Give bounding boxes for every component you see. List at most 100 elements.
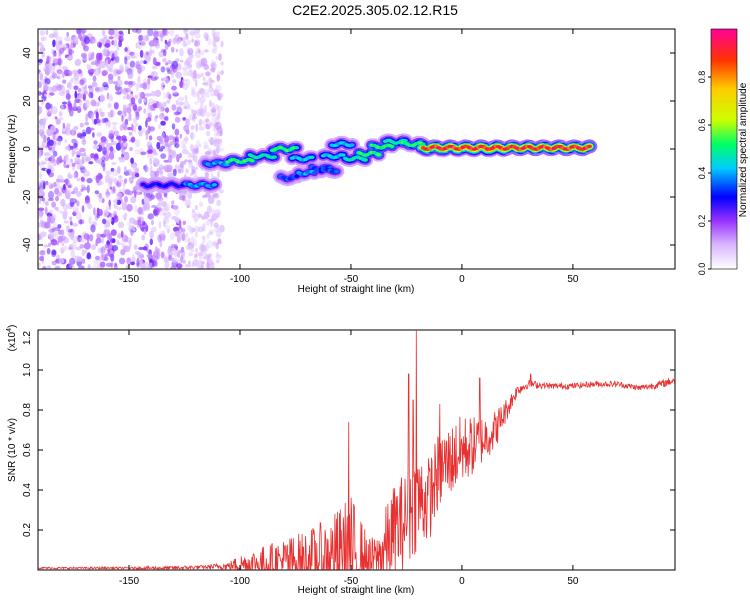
ridge-cell — [362, 158, 368, 162]
noise-speckle — [192, 117, 196, 122]
x-tick-label: 50 — [567, 274, 579, 285]
noise-speckle — [57, 70, 63, 79]
noise-speckle — [118, 139, 122, 148]
noise-speckle — [62, 122, 66, 129]
noise-speckle — [174, 128, 180, 136]
noise-speckle — [182, 228, 186, 233]
noise-speckle — [101, 160, 106, 168]
noise-speckle — [187, 244, 193, 251]
noise-speckle — [67, 100, 71, 107]
noise-speckle — [45, 201, 49, 207]
noise-speckle — [58, 179, 66, 183]
x-tick-label: -50 — [344, 274, 359, 285]
colorbar-tick-label: 0.0 — [697, 263, 707, 276]
noise-speckle — [149, 262, 153, 266]
noise-speckle — [138, 98, 142, 105]
noise-speckle — [145, 224, 149, 232]
noise-speckle — [111, 121, 118, 126]
noise-speckle — [108, 199, 111, 207]
noise-speckle — [71, 242, 77, 250]
top-x-axis: -150 -100 -50 0 50 — [119, 29, 579, 285]
noise-speckle — [38, 124, 43, 129]
noise-speckle — [71, 127, 75, 136]
noise-speckle — [213, 35, 220, 43]
noise-speckle — [162, 29, 167, 36]
noise-speckle — [168, 93, 172, 100]
noise-speckle — [89, 72, 93, 77]
noise-speckle — [118, 40, 122, 48]
noise-speckle — [179, 152, 182, 159]
noise-speckle — [102, 163, 106, 172]
noise-speckle — [217, 170, 220, 179]
noise-speckle — [68, 47, 72, 56]
noise-speckle — [49, 225, 55, 230]
noise-speckle — [114, 262, 117, 267]
ridge-cell — [376, 153, 382, 157]
noise-speckle — [212, 242, 218, 248]
y-tick-label: 40 — [22, 47, 33, 59]
noise-speckle — [121, 110, 126, 115]
noise-speckle — [172, 168, 177, 177]
noise-speckle — [81, 139, 87, 146]
noise-speckle — [182, 36, 186, 44]
noise-speckle — [143, 60, 147, 64]
noise-speckle — [156, 102, 164, 109]
noise-speckle — [154, 170, 160, 177]
noise-speckle — [204, 49, 209, 53]
noise-speckle — [113, 177, 118, 184]
noise-speckle — [70, 249, 75, 258]
noise-speckle — [107, 111, 111, 116]
noise-speckle — [164, 39, 168, 45]
noise-speckle — [185, 118, 191, 127]
noise-speckle — [207, 38, 212, 46]
noise-speckle — [109, 186, 113, 190]
colorbar-tick-label: 0.2 — [697, 215, 707, 228]
noise-speckle — [137, 75, 141, 84]
noise-speckle — [193, 225, 200, 233]
noise-speckle — [143, 108, 147, 114]
noise-speckle — [198, 143, 202, 148]
noise-speckle — [138, 34, 144, 41]
noise-speckle — [51, 260, 57, 266]
noise-speckle — [147, 29, 154, 37]
noise-speckle — [172, 257, 178, 263]
noise-speckle — [77, 108, 82, 113]
noise-speckle — [74, 71, 78, 76]
noise-speckle — [215, 259, 220, 264]
noise-speckle — [141, 234, 146, 241]
noise-speckle — [218, 147, 224, 152]
noise-speckle — [111, 185, 116, 192]
noise-speckle — [132, 253, 135, 260]
noise-speckle — [209, 67, 216, 72]
noise-speckle — [98, 209, 103, 216]
noise-speckle — [163, 215, 168, 223]
noise-speckle — [74, 90, 78, 99]
noise-speckle — [145, 34, 149, 42]
noise-speckle — [167, 135, 175, 141]
noise-speckle — [163, 116, 169, 121]
noise-speckle — [65, 164, 70, 169]
bottom-y-axis: 0.2 0.4 0.6 0.8 1.0 1.2 — [22, 329, 675, 537]
noise-speckle — [55, 206, 59, 212]
noise-speckle — [182, 145, 187, 151]
noise-speckle — [105, 121, 109, 127]
noise-speckle — [181, 169, 184, 174]
noise-speckle — [105, 193, 110, 199]
bottom-x-axis: -150 -100 -50 0 50 — [119, 330, 579, 587]
noise-speckle — [123, 107, 127, 113]
noise-speckle — [147, 151, 154, 160]
noise-speckle — [90, 224, 96, 233]
noise-speckle — [169, 251, 175, 256]
noise-speckle — [89, 127, 95, 131]
noise-speckle — [169, 29, 175, 36]
ridge-cell — [294, 146, 300, 150]
noise-speckle — [197, 111, 202, 116]
noise-speckle — [50, 125, 57, 133]
noise-speckle — [174, 208, 180, 216]
noise-speckle — [187, 159, 192, 164]
noise-speckle — [216, 251, 220, 257]
noise-speckle — [203, 251, 208, 259]
noise-speckle — [211, 208, 216, 215]
noise-speckle — [145, 51, 149, 56]
noise-speckle — [99, 94, 105, 103]
